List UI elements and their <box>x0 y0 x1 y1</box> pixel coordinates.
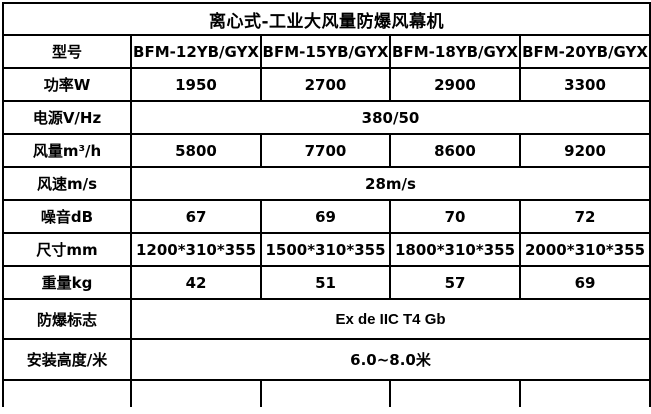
dimensions-value-4: 2000*310*355 <box>518 232 651 267</box>
row-label-power: 功率W <box>2 67 132 102</box>
air-volume-value-1: 5800 <box>130 133 262 168</box>
title-row: 离心式-工业大风量防爆风幕机 <box>1 2 651 36</box>
install-height-value: 6.0~8.0米 <box>129 338 651 381</box>
row-label-noise: 噪音dB <box>2 199 132 234</box>
weight-row: 重量kg 42 51 57 69 <box>2 265 651 300</box>
air-volume-row: 风量m³/h 5800 7700 8600 9200 <box>2 133 651 168</box>
power-row: 功率W 1950 2700 2900 3300 <box>2 67 651 102</box>
dimensions-value-1: 1200*310*355 <box>130 232 262 267</box>
weight-value-4: 69 <box>518 265 651 300</box>
power-value-3: 2900 <box>389 67 521 102</box>
noise-row: 噪音dB 67 69 70 72 <box>2 199 651 234</box>
noise-value-3: 70 <box>389 199 521 234</box>
noise-value-2: 69 <box>260 199 391 234</box>
model-name-2: BFM-15YB/GYX <box>260 34 391 69</box>
clipped-cell <box>260 379 391 407</box>
row-label-air-speed: 风速m/s <box>2 166 132 201</box>
model-name-3: BFM-18YB/GYX <box>389 34 521 69</box>
air-speed-row: 风速m/s 28m/s <box>2 166 651 201</box>
dimensions-row: 尺寸mm 1200*310*355 1500*310*355 1800*310*… <box>2 232 651 267</box>
clipped-cell <box>518 379 651 407</box>
model-name-1: BFM-12YB/GYX <box>130 34 262 69</box>
power-value-1: 1950 <box>130 67 262 102</box>
explosion-proof-mark-row: 防爆标志 Ex de IIC T4 Gb <box>2 298 651 340</box>
air-speed-value: 28m/s <box>129 166 651 201</box>
clipped-cell <box>130 379 262 407</box>
power-supply-value: 380/50 <box>129 100 651 135</box>
dimensions-value-2: 1500*310*355 <box>260 232 391 267</box>
power-value-2: 2700 <box>260 67 391 102</box>
install-height-row: 安装高度/米 6.0~8.0米 <box>2 338 651 381</box>
clipped-cell <box>2 379 132 407</box>
row-label-explosion-proof-mark: 防爆标志 <box>2 298 132 340</box>
model-header-row: 型号 BFM-12YB/GYX BFM-15YB/GYX BFM-18YB/GY… <box>2 34 651 69</box>
weight-value-3: 57 <box>389 265 521 300</box>
air-volume-value-4: 9200 <box>518 133 651 168</box>
table-title: 离心式-工业大风量防爆风幕机 <box>1 2 651 36</box>
noise-value-4: 72 <box>518 199 651 234</box>
weight-value-1: 42 <box>130 265 262 300</box>
spec-sheet: 离心式-工业大风量防爆风幕机 型号 BFM-12YB/GYX BFM-15YB/… <box>1 2 651 407</box>
explosion-proof-mark-value: Ex de IIC T4 Gb <box>129 298 651 340</box>
air-volume-value-2: 7700 <box>260 133 391 168</box>
row-label-model: 型号 <box>2 34 132 69</box>
row-label-install-height: 安装高度/米 <box>2 338 132 381</box>
noise-value-1: 67 <box>130 199 262 234</box>
power-supply-row: 电源V/Hz 380/50 <box>2 100 651 135</box>
air-volume-value-3: 8600 <box>389 133 521 168</box>
row-label-dimensions: 尺寸mm <box>2 232 132 267</box>
weight-value-2: 51 <box>260 265 391 300</box>
power-value-4: 3300 <box>518 67 651 102</box>
dimensions-value-3: 1800*310*355 <box>389 232 521 267</box>
row-label-weight: 重量kg <box>2 265 132 300</box>
model-name-4: BFM-20YB/GYX <box>518 34 651 69</box>
clipped-cell <box>389 379 521 407</box>
row-label-air-volume: 风量m³/h <box>2 133 132 168</box>
clipped-bottom-row <box>2 379 651 407</box>
spec-table: 离心式-工业大风量防爆风幕机 型号 BFM-12YB/GYX BFM-15YB/… <box>1 2 651 407</box>
row-label-power-supply: 电源V/Hz <box>2 100 132 135</box>
